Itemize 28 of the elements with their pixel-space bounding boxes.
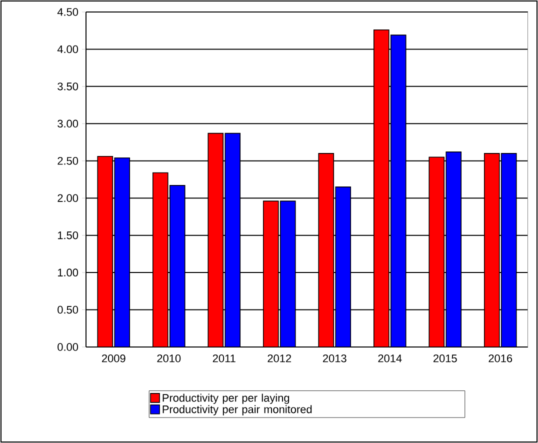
y-tick-label: 4.00 xyxy=(57,45,78,54)
y-tick-label: 0.00 xyxy=(58,343,78,351)
y-tick-label: 2.50 xyxy=(58,157,78,165)
legend-label: Productivity per per laying xyxy=(162,394,290,404)
x-tick-label: 2012 xyxy=(268,354,292,362)
bar xyxy=(114,158,130,347)
x-tick-label: 2011 xyxy=(212,354,236,362)
bar xyxy=(169,185,186,347)
bar xyxy=(224,132,241,347)
y-tick-label: 2.00 xyxy=(58,194,78,202)
y-tick-label: 3.00 xyxy=(58,120,78,128)
x-tick-label: 2015 xyxy=(433,354,457,362)
x-tick-label: 2016 xyxy=(488,354,512,362)
bar xyxy=(280,200,296,347)
bar xyxy=(446,152,462,347)
bar xyxy=(500,153,517,347)
y-tick-label: 0.50 xyxy=(58,306,78,314)
y-tick-label: 1.00 xyxy=(58,268,78,276)
x-tick-label: 2009 xyxy=(102,354,126,362)
y-tick-label: 1.50 xyxy=(58,231,78,240)
bar xyxy=(390,34,406,347)
y-tick-label: 3.50 xyxy=(58,82,78,90)
x-tick-label: 2010 xyxy=(157,354,181,362)
legend-label: Productivity per pair monitored xyxy=(162,405,312,416)
y-tick-label: 4.50 xyxy=(57,8,78,16)
x-tick-label: 2013 xyxy=(322,354,346,362)
x-tick-label: 2014 xyxy=(378,354,402,362)
bar xyxy=(335,186,352,347)
